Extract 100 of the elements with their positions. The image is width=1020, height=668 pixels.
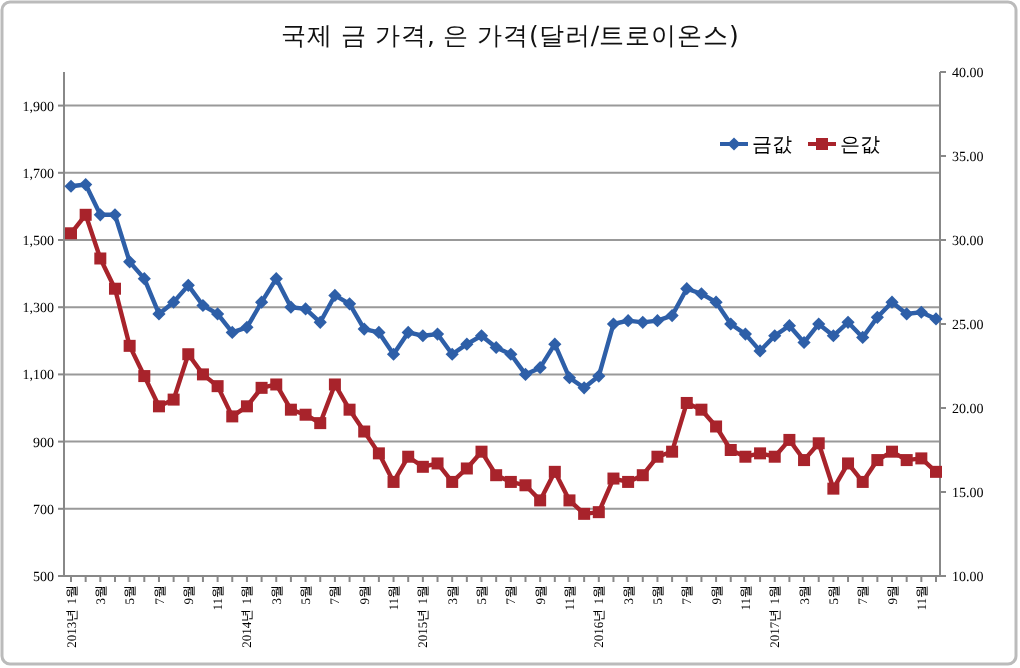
point xyxy=(358,425,371,438)
point xyxy=(182,348,195,361)
point xyxy=(797,335,811,350)
point xyxy=(489,340,503,355)
point xyxy=(607,472,620,485)
point xyxy=(812,317,826,331)
point xyxy=(137,272,151,286)
point xyxy=(812,437,825,450)
point xyxy=(372,447,385,460)
point xyxy=(328,288,342,303)
point xyxy=(401,325,415,339)
point xyxy=(445,347,459,361)
point xyxy=(167,393,180,406)
point xyxy=(870,310,884,324)
point xyxy=(533,361,547,375)
point xyxy=(460,462,473,475)
point xyxy=(782,319,796,333)
point xyxy=(504,475,517,488)
point xyxy=(548,337,562,351)
point xyxy=(284,403,297,416)
point xyxy=(343,403,356,416)
point xyxy=(577,381,591,395)
point xyxy=(592,506,605,519)
point xyxy=(768,450,781,463)
point xyxy=(226,410,239,423)
point xyxy=(196,298,210,313)
point xyxy=(138,370,151,383)
point xyxy=(622,475,635,488)
point xyxy=(196,368,209,381)
point xyxy=(842,457,855,470)
point xyxy=(314,417,327,430)
point xyxy=(900,307,914,321)
chart-title: 국제 금 가격, 은 가격(달러/트로이온스) xyxy=(281,20,739,50)
point xyxy=(636,315,650,329)
point xyxy=(871,454,884,467)
point xyxy=(152,307,166,321)
point xyxy=(519,479,532,492)
point xyxy=(518,367,533,381)
point xyxy=(754,447,767,460)
point xyxy=(534,494,547,507)
point xyxy=(167,295,181,309)
point xyxy=(402,450,415,463)
point xyxy=(768,329,782,343)
point xyxy=(929,312,943,326)
point xyxy=(123,339,136,352)
point xyxy=(592,369,606,383)
point xyxy=(108,208,122,222)
point xyxy=(709,295,723,309)
point xyxy=(783,433,796,446)
point xyxy=(680,282,694,296)
point xyxy=(650,314,665,328)
point xyxy=(79,177,93,192)
point xyxy=(240,320,254,334)
point xyxy=(240,400,253,413)
point xyxy=(181,278,195,292)
point xyxy=(372,325,386,339)
point xyxy=(753,344,767,358)
point xyxy=(328,378,341,391)
point xyxy=(724,444,737,456)
point xyxy=(562,371,577,385)
point xyxy=(284,300,298,314)
point xyxy=(841,315,855,329)
legend-label: 금값 xyxy=(752,135,792,157)
point xyxy=(885,295,899,309)
point xyxy=(270,378,283,391)
point xyxy=(666,445,679,458)
point xyxy=(694,287,709,301)
point xyxy=(299,408,312,421)
point xyxy=(914,305,928,319)
point xyxy=(269,272,283,286)
point xyxy=(430,327,445,341)
point xyxy=(856,475,869,488)
point xyxy=(606,317,621,331)
point xyxy=(827,482,840,495)
point xyxy=(254,295,269,309)
point xyxy=(475,445,488,458)
point xyxy=(94,252,107,265)
point xyxy=(886,445,899,458)
point xyxy=(79,208,92,221)
point xyxy=(578,507,591,520)
point xyxy=(915,452,928,465)
point xyxy=(108,282,121,295)
point xyxy=(636,469,649,482)
point xyxy=(313,315,327,329)
point xyxy=(255,381,268,394)
point xyxy=(298,302,313,316)
point xyxy=(416,329,430,343)
point xyxy=(64,179,78,193)
point xyxy=(724,317,738,331)
point xyxy=(460,337,474,351)
point xyxy=(387,475,400,488)
point xyxy=(548,465,561,478)
point xyxy=(710,420,723,433)
point xyxy=(386,347,401,361)
point xyxy=(211,307,225,321)
point xyxy=(152,400,165,413)
point xyxy=(446,475,459,488)
point xyxy=(856,330,870,345)
point xyxy=(357,322,371,336)
point xyxy=(739,450,752,463)
